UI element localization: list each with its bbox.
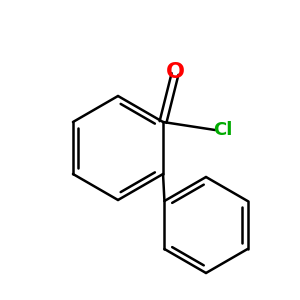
Text: O: O [166,62,184,82]
Text: Cl: Cl [213,121,233,139]
